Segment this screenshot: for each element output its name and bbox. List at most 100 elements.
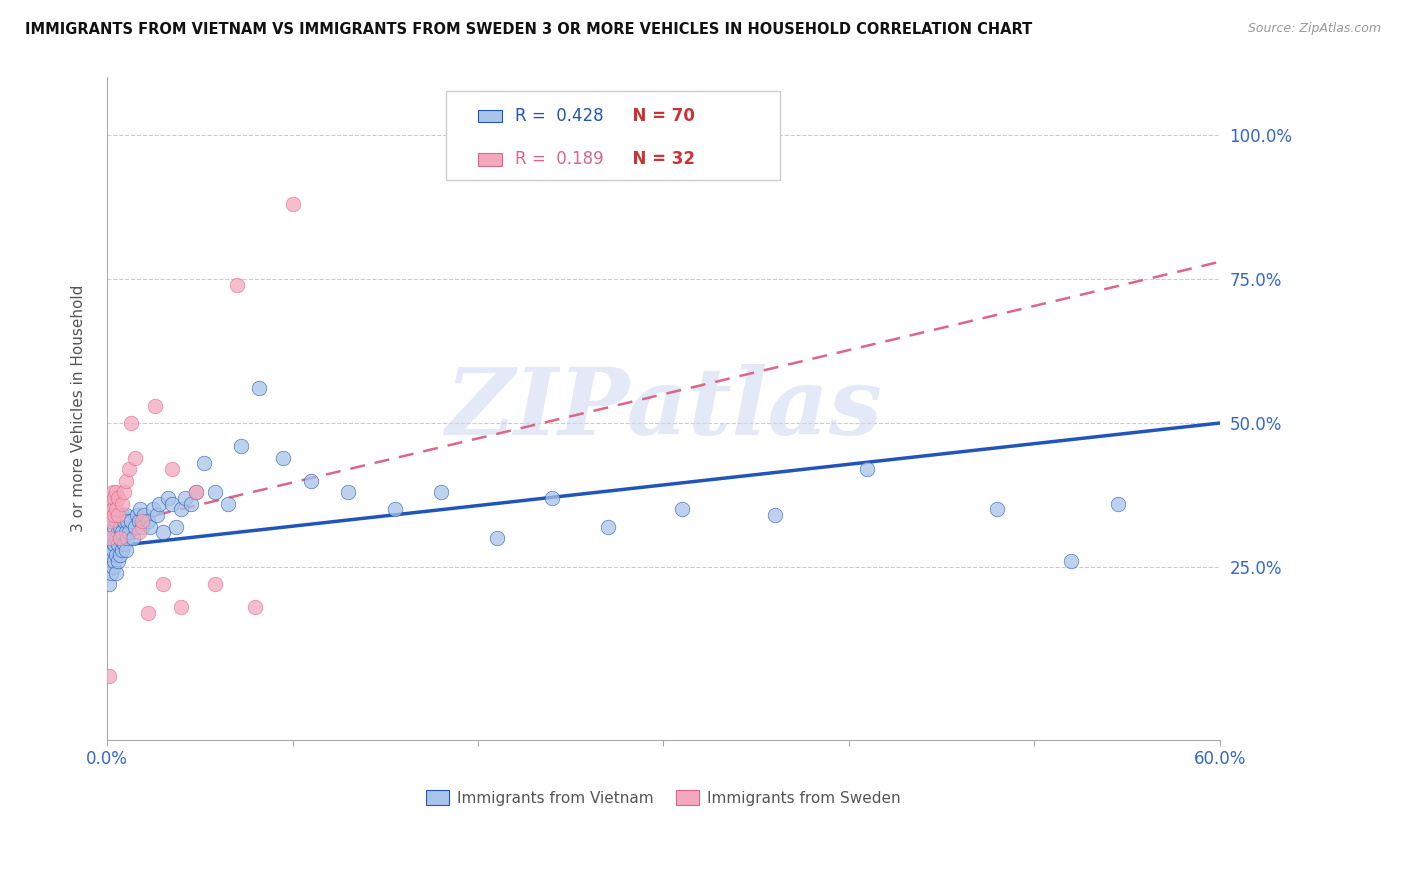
Text: Source: ZipAtlas.com: Source: ZipAtlas.com xyxy=(1247,22,1381,36)
Point xyxy=(165,519,187,533)
Text: ZIPatlas: ZIPatlas xyxy=(444,364,882,454)
Point xyxy=(247,381,270,395)
Point xyxy=(337,485,360,500)
Point xyxy=(217,497,239,511)
Point xyxy=(97,577,120,591)
Point xyxy=(108,531,131,545)
Point xyxy=(204,485,226,500)
Point xyxy=(97,497,120,511)
Point xyxy=(541,491,564,505)
Point xyxy=(114,525,136,540)
Point xyxy=(152,525,174,540)
Point xyxy=(174,491,197,505)
FancyBboxPatch shape xyxy=(478,153,502,166)
Point xyxy=(103,491,125,505)
Point xyxy=(114,508,136,523)
Point xyxy=(128,514,150,528)
Point xyxy=(124,450,146,465)
Legend: Immigrants from Vietnam, Immigrants from Sweden: Immigrants from Vietnam, Immigrants from… xyxy=(420,783,907,812)
FancyBboxPatch shape xyxy=(478,110,502,122)
Point xyxy=(117,514,139,528)
Point xyxy=(111,497,134,511)
Text: N = 70: N = 70 xyxy=(621,107,695,126)
Point xyxy=(97,531,120,545)
Point xyxy=(105,531,128,545)
Point xyxy=(103,519,125,533)
Point xyxy=(170,502,193,516)
Point xyxy=(299,474,322,488)
Point xyxy=(122,531,145,545)
Point xyxy=(485,531,508,545)
Point xyxy=(111,542,134,557)
Point xyxy=(120,514,142,528)
FancyBboxPatch shape xyxy=(447,91,780,180)
Point xyxy=(105,566,128,580)
Point xyxy=(103,508,125,523)
Point xyxy=(100,549,122,563)
Point xyxy=(100,491,122,505)
Point xyxy=(111,525,134,540)
Point xyxy=(146,508,169,523)
Point xyxy=(281,197,304,211)
Point xyxy=(107,525,129,540)
Text: R =  0.189: R = 0.189 xyxy=(516,151,605,169)
Point xyxy=(105,514,128,528)
Point xyxy=(193,456,215,470)
Point xyxy=(204,577,226,591)
Point xyxy=(105,502,128,516)
Point xyxy=(129,502,152,516)
Point xyxy=(111,508,134,523)
Point xyxy=(107,554,129,568)
Point xyxy=(160,462,183,476)
Point xyxy=(384,502,406,516)
Y-axis label: 3 or more Vehicles in Household: 3 or more Vehicles in Household xyxy=(72,285,86,533)
Point xyxy=(100,514,122,528)
Point xyxy=(112,514,135,528)
Point xyxy=(856,462,879,476)
Point xyxy=(108,531,131,545)
Point xyxy=(229,439,252,453)
Point xyxy=(138,519,160,533)
Point xyxy=(128,525,150,540)
Point xyxy=(101,560,124,574)
Point xyxy=(142,502,165,516)
Point xyxy=(118,462,141,476)
Point xyxy=(136,514,159,528)
Point xyxy=(136,606,159,620)
Text: IMMIGRANTS FROM VIETNAM VS IMMIGRANTS FROM SWEDEN 3 OR MORE VEHICLES IN HOUSEHOL: IMMIGRANTS FROM VIETNAM VS IMMIGRANTS FR… xyxy=(25,22,1032,37)
Point xyxy=(131,519,153,533)
Point xyxy=(134,508,156,523)
Point xyxy=(160,497,183,511)
Point xyxy=(105,549,128,563)
Point xyxy=(107,537,129,551)
Point xyxy=(986,502,1008,516)
Text: R =  0.428: R = 0.428 xyxy=(516,107,605,126)
Point xyxy=(225,277,247,292)
Point xyxy=(596,519,619,533)
Point xyxy=(120,416,142,430)
Point xyxy=(143,399,166,413)
Point xyxy=(97,669,120,683)
Point xyxy=(112,485,135,500)
Point xyxy=(180,497,202,511)
Point xyxy=(118,525,141,540)
Point xyxy=(108,549,131,563)
Point xyxy=(107,491,129,505)
Point xyxy=(763,508,786,523)
Point xyxy=(184,485,207,500)
Point xyxy=(112,537,135,551)
Point xyxy=(117,531,139,545)
Point xyxy=(101,531,124,545)
Point xyxy=(108,519,131,533)
Point xyxy=(101,485,124,500)
Point xyxy=(101,502,124,516)
Point xyxy=(152,577,174,591)
Point xyxy=(125,508,148,523)
Point xyxy=(430,485,453,500)
Point xyxy=(184,485,207,500)
Text: N = 32: N = 32 xyxy=(621,151,695,169)
Point xyxy=(671,502,693,516)
Point xyxy=(124,519,146,533)
Point xyxy=(103,537,125,551)
Point xyxy=(131,514,153,528)
